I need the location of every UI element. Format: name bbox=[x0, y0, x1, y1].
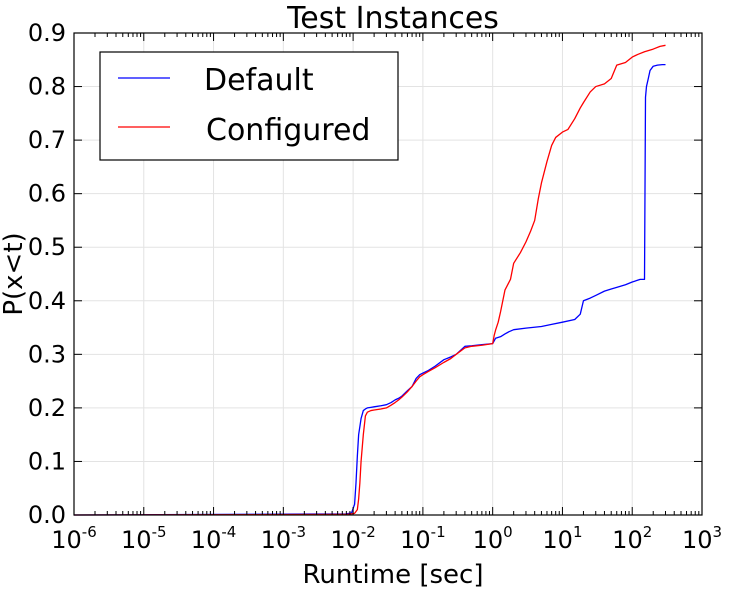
x-tick-label: 10-6 bbox=[51, 523, 97, 554]
x-tick-label: 10-1 bbox=[400, 523, 446, 554]
x-tick-labels: 10-6 10-5 10-4 10-3 10-2 10-1 100 101 102 103 bbox=[51, 523, 722, 554]
x-axis-title: Runtime [sec] bbox=[303, 560, 484, 590]
y-tick-label: 0.6 bbox=[28, 180, 66, 208]
y-tick-label: 0.3 bbox=[28, 340, 66, 368]
x-tick-label: 10-4 bbox=[191, 523, 237, 554]
y-tick-label: 0.7 bbox=[28, 126, 66, 154]
y-tick-label: 0.1 bbox=[28, 447, 66, 475]
x-tick-label: 102 bbox=[612, 523, 652, 554]
plot-frame bbox=[73, 32, 703, 516]
y-tick-label: 0.9 bbox=[28, 19, 66, 47]
legend-box bbox=[99, 51, 399, 161]
y-axis-title: P(x<t) bbox=[0, 232, 29, 315]
x-tick-label: 100 bbox=[473, 523, 513, 554]
x-tick-label: 10-3 bbox=[261, 523, 307, 554]
legend-label-default: Default bbox=[204, 63, 314, 98]
y-tick-label: 0.8 bbox=[28, 73, 66, 101]
y-tick-labels: 0.0 0.1 0.2 0.3 0.4 0.5 0.6 0.7 0.8 0.9 bbox=[28, 19, 66, 529]
series-layer bbox=[73, 44, 666, 516]
axis-ticks bbox=[73, 32, 703, 516]
y-tick-label: 0.5 bbox=[28, 233, 66, 261]
y-tick-label: 0.0 bbox=[28, 501, 66, 529]
series-line-configured bbox=[73, 44, 666, 516]
x-tick-label: 101 bbox=[542, 523, 582, 554]
x-tick-label: 10-2 bbox=[330, 523, 376, 554]
chart-title: Test Instances bbox=[286, 1, 499, 36]
legend: Default Configured bbox=[99, 51, 399, 161]
x-tick-label: 103 bbox=[682, 523, 722, 554]
y-tick-label: 0.4 bbox=[28, 287, 66, 315]
legend-label-configured: Configured bbox=[206, 113, 370, 148]
x-tick-label: 10-5 bbox=[121, 523, 167, 554]
y-tick-label: 0.2 bbox=[28, 394, 66, 422]
